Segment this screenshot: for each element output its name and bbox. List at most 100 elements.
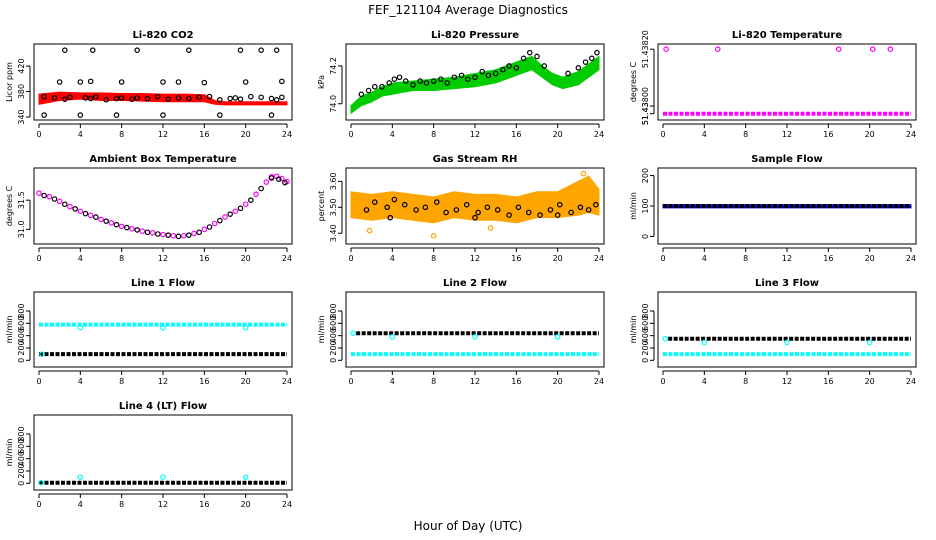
y-tick-label: 31.5 bbox=[17, 191, 26, 209]
x-tick-label: 12 bbox=[470, 377, 480, 386]
data-point bbox=[485, 72, 492, 79]
panel-title: Li-820 CO2 bbox=[132, 30, 193, 41]
data-point bbox=[242, 79, 249, 85]
data-point bbox=[155, 93, 161, 100]
x-tick-label: 20 bbox=[865, 377, 875, 386]
plot-frame bbox=[345, 291, 605, 368]
data-point bbox=[67, 94, 73, 101]
y-axis-label: degrees C bbox=[5, 185, 14, 226]
data-point bbox=[379, 83, 385, 90]
y-tick-label: 200 bbox=[17, 340, 26, 355]
x-axis: 0 4 8 12 16 20 24 bbox=[348, 247, 604, 263]
data-point bbox=[160, 79, 166, 85]
data-point bbox=[582, 59, 589, 65]
data-point bbox=[242, 324, 249, 331]
x-tick-label: 20 bbox=[865, 254, 875, 263]
y-tick-label: 800 bbox=[17, 426, 26, 441]
plot-frame bbox=[657, 167, 917, 245]
data-point bbox=[144, 95, 151, 102]
data-point bbox=[39, 351, 45, 357]
data-point bbox=[206, 224, 213, 230]
data-point bbox=[217, 97, 223, 103]
x-tick-label: 16 bbox=[199, 500, 209, 509]
data-point bbox=[258, 185, 264, 192]
data-point bbox=[577, 204, 584, 211]
y-tick-label: 600 bbox=[329, 316, 338, 331]
y-axis-label: ml/min bbox=[629, 316, 638, 344]
data-point bbox=[593, 201, 599, 208]
y-tick-label: 0 bbox=[329, 358, 338, 363]
x-tick-label: 24 bbox=[282, 254, 292, 263]
y-axis-label: percent bbox=[317, 191, 326, 222]
data-point bbox=[525, 209, 532, 216]
data-point bbox=[175, 233, 182, 240]
x-tick-label: 0 bbox=[36, 377, 41, 386]
data-point bbox=[866, 339, 873, 346]
x-tick-label: 4 bbox=[702, 377, 707, 386]
data-point bbox=[134, 227, 140, 233]
data-point bbox=[453, 207, 460, 213]
x-tick-label: 12 bbox=[158, 254, 168, 263]
y-tick-label: 74.0 bbox=[329, 95, 338, 113]
data-point bbox=[77, 79, 84, 85]
panel-title: Li-820 Pressure bbox=[431, 30, 519, 41]
x-tick-label: 4 bbox=[390, 377, 395, 386]
y-tick-label: 600 bbox=[17, 316, 26, 331]
x-tick-label: 20 bbox=[241, 130, 251, 139]
data-point bbox=[506, 212, 512, 218]
plot-frame bbox=[657, 43, 917, 121]
y-tick-label: 31.0 bbox=[17, 220, 26, 238]
y-axis-label: Licor ppm bbox=[5, 62, 14, 102]
x-tick-label: 24 bbox=[906, 254, 916, 263]
data-point bbox=[258, 94, 264, 101]
data-point bbox=[451, 74, 458, 81]
data-point bbox=[124, 224, 130, 231]
panel-title: Line 2 Flow bbox=[443, 278, 507, 289]
data-point bbox=[232, 208, 239, 215]
y-tick-label: 51.43 bbox=[641, 102, 650, 125]
data-point bbox=[41, 192, 47, 199]
panel-5: Gas Stream RH 0 4 8 12 16 20 24 3.40 3.50 3.60perc… bbox=[317, 154, 605, 263]
data-point bbox=[41, 93, 47, 100]
data-point bbox=[113, 112, 120, 118]
data-point bbox=[242, 474, 249, 480]
x-tick-label: 20 bbox=[865, 130, 875, 139]
data-point bbox=[258, 47, 264, 53]
x-tick-label: 12 bbox=[470, 130, 480, 139]
data-point bbox=[89, 47, 96, 53]
x-tick-label: 8 bbox=[743, 377, 748, 386]
data-point bbox=[118, 79, 125, 85]
x-tick-label: 8 bbox=[431, 254, 436, 263]
data-point bbox=[129, 96, 135, 102]
data-point bbox=[201, 79, 208, 86]
x-tick-label: 16 bbox=[823, 130, 833, 139]
y-axis-label: ml/min bbox=[5, 439, 14, 467]
y-tick-label: 0 bbox=[641, 358, 650, 363]
data-point bbox=[77, 112, 84, 118]
data-point bbox=[87, 95, 94, 102]
panel-title: Line 1 Flow bbox=[131, 278, 195, 289]
x-tick-label: 16 bbox=[199, 130, 209, 139]
data-point bbox=[484, 204, 491, 211]
data-point bbox=[444, 80, 450, 86]
x-tick-label: 24 bbox=[282, 500, 292, 509]
y-tick-label: 800 bbox=[641, 303, 650, 318]
y-tick-label: 380 bbox=[17, 84, 26, 99]
x-tick-label: 0 bbox=[660, 377, 665, 386]
data-point bbox=[430, 233, 437, 239]
panel-10: Line 4 (LT) Flow 0 4 8 12 16 20 24 0 200400600800… bbox=[5, 401, 293, 509]
data-point bbox=[62, 96, 68, 102]
x-tick-label: 16 bbox=[199, 254, 209, 263]
y-tick-label: 340 bbox=[17, 109, 26, 124]
data-point bbox=[701, 339, 708, 346]
data-point bbox=[273, 47, 280, 53]
data-point bbox=[77, 208, 84, 215]
x-tick-label: 8 bbox=[743, 254, 748, 263]
x-tick-label: 0 bbox=[660, 130, 665, 139]
data-point bbox=[554, 212, 561, 218]
